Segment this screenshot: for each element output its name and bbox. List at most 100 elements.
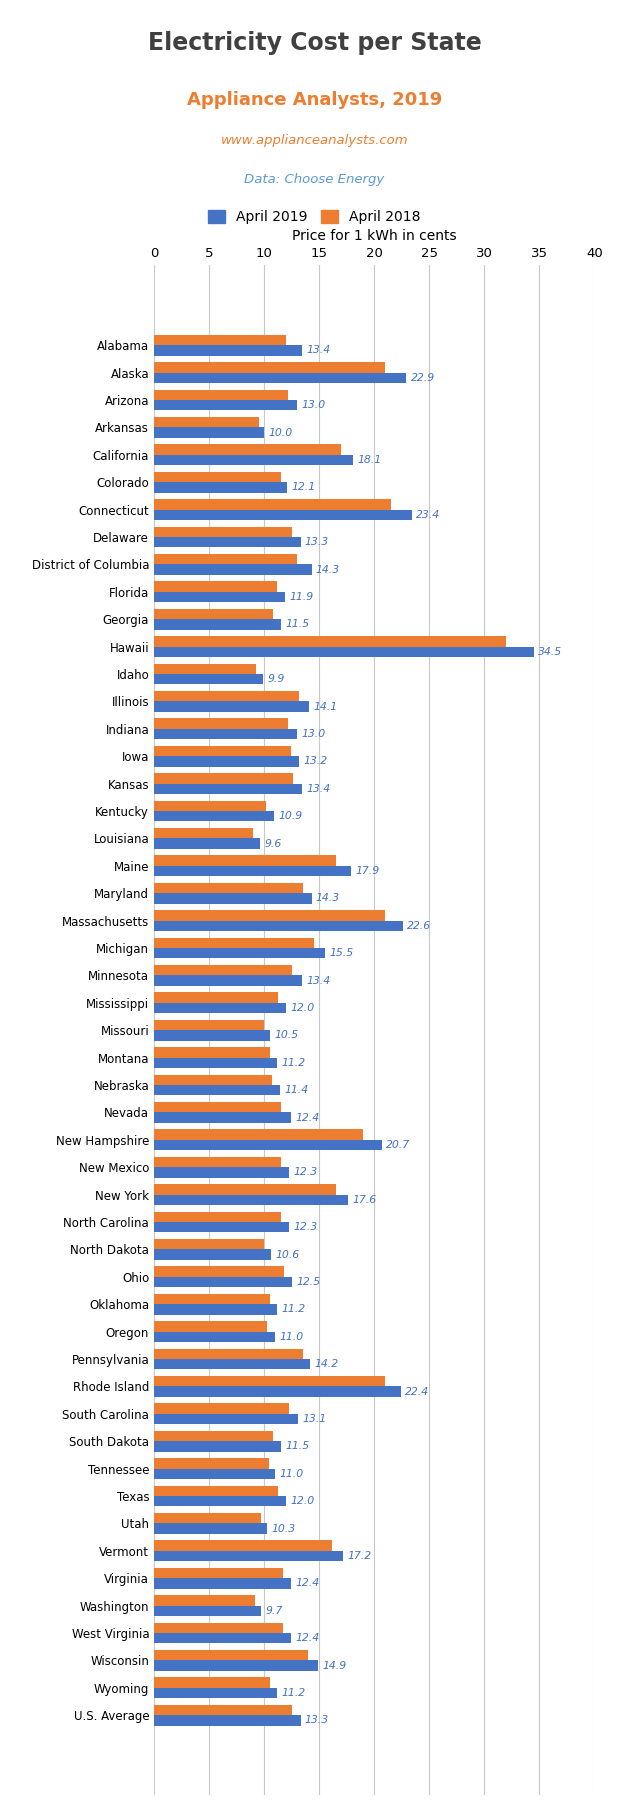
Bar [154, 829, 253, 838]
Bar [154, 1650, 308, 1661]
Text: 12.0: 12.0 [291, 1003, 314, 1014]
Bar [154, 362, 385, 372]
Text: 11.5: 11.5 [285, 620, 309, 629]
Text: 17.6: 17.6 [352, 1196, 376, 1205]
Bar [154, 427, 264, 438]
Bar [154, 620, 281, 630]
Text: 9.7: 9.7 [265, 1606, 282, 1615]
Text: 12.4: 12.4 [295, 1579, 319, 1588]
Bar [154, 921, 403, 930]
Bar [154, 1223, 289, 1232]
Bar [154, 1661, 318, 1672]
Bar [154, 1321, 267, 1332]
Bar [154, 1579, 291, 1588]
Bar [154, 1633, 291, 1643]
Bar [154, 1514, 261, 1523]
Bar [154, 729, 298, 740]
Bar [154, 1606, 261, 1615]
Text: 11.5: 11.5 [285, 1441, 309, 1452]
Bar [154, 1074, 272, 1085]
Bar [154, 1459, 269, 1468]
Bar [154, 774, 292, 783]
Text: 14.9: 14.9 [323, 1661, 347, 1670]
Text: 14.2: 14.2 [314, 1359, 339, 1370]
Bar [154, 1112, 291, 1123]
Text: 10.6: 10.6 [276, 1250, 299, 1259]
Bar [154, 718, 288, 729]
Bar [154, 965, 292, 976]
Bar [154, 1185, 336, 1194]
Bar [154, 1704, 292, 1715]
Text: 13.3: 13.3 [305, 538, 329, 547]
Text: 10.3: 10.3 [272, 1524, 296, 1534]
Text: 14.3: 14.3 [316, 894, 340, 903]
Bar [154, 1359, 311, 1370]
Bar [154, 1430, 273, 1441]
Bar [154, 1677, 270, 1688]
Text: 12.4: 12.4 [295, 1633, 319, 1643]
Bar [154, 1139, 382, 1150]
Text: 13.4: 13.4 [306, 976, 330, 985]
Text: 15.5: 15.5 [329, 948, 353, 958]
Bar [154, 636, 506, 647]
Bar [154, 1019, 264, 1030]
Bar [154, 1523, 267, 1534]
Bar [154, 389, 288, 400]
Bar [154, 1250, 270, 1259]
Bar [154, 1375, 385, 1386]
Bar [154, 810, 274, 821]
Bar [154, 674, 263, 685]
Text: 23.4: 23.4 [416, 511, 440, 520]
Bar [154, 1715, 301, 1726]
Bar [154, 472, 281, 482]
Bar [154, 701, 309, 712]
Text: 14.3: 14.3 [316, 565, 340, 574]
Bar [154, 454, 353, 465]
Text: 20.7: 20.7 [386, 1139, 411, 1150]
Bar [154, 1057, 277, 1068]
Text: 11.0: 11.0 [280, 1332, 304, 1341]
X-axis label: Price for 1 kWh in cents: Price for 1 kWh in cents [292, 229, 457, 243]
Bar [154, 1688, 277, 1699]
Bar [154, 538, 301, 547]
Bar [154, 663, 257, 674]
Bar [154, 1495, 286, 1506]
Text: 13.4: 13.4 [306, 783, 330, 794]
Bar [154, 1030, 270, 1041]
Bar [154, 1541, 332, 1552]
Legend: April 2019, April 2018: April 2019, April 2018 [208, 211, 421, 225]
Text: 11.4: 11.4 [284, 1085, 308, 1096]
Text: 12.3: 12.3 [294, 1168, 318, 1177]
Bar [154, 1239, 264, 1250]
Bar [154, 445, 341, 454]
Text: 18.1: 18.1 [358, 454, 382, 465]
Bar [154, 1332, 276, 1343]
Bar [154, 910, 385, 921]
Text: 10.5: 10.5 [274, 1030, 298, 1041]
Bar [154, 1386, 401, 1397]
Bar [154, 609, 273, 620]
Text: 11.9: 11.9 [289, 592, 314, 601]
Bar [154, 1047, 270, 1057]
Text: 13.3: 13.3 [305, 1715, 329, 1726]
Bar [154, 1085, 280, 1096]
Text: 11.0: 11.0 [280, 1468, 304, 1479]
Bar [154, 1552, 343, 1561]
Text: 34.5: 34.5 [538, 647, 562, 656]
Bar [154, 418, 259, 427]
Bar [154, 1403, 289, 1414]
Text: Data: Choose Energy: Data: Choose Energy [245, 173, 384, 185]
Bar [154, 1003, 286, 1014]
Bar [154, 1623, 283, 1633]
Text: 13.0: 13.0 [302, 400, 326, 411]
Bar [154, 1212, 281, 1223]
Text: 13.1: 13.1 [303, 1414, 327, 1425]
Bar [154, 400, 298, 411]
Text: 12.0: 12.0 [291, 1495, 314, 1506]
Bar [154, 756, 299, 767]
Text: Appliance Analysts, 2019: Appliance Analysts, 2019 [187, 91, 442, 109]
Text: 9.9: 9.9 [267, 674, 285, 685]
Bar [154, 345, 302, 356]
Bar [154, 1305, 277, 1316]
Bar [154, 1348, 303, 1359]
